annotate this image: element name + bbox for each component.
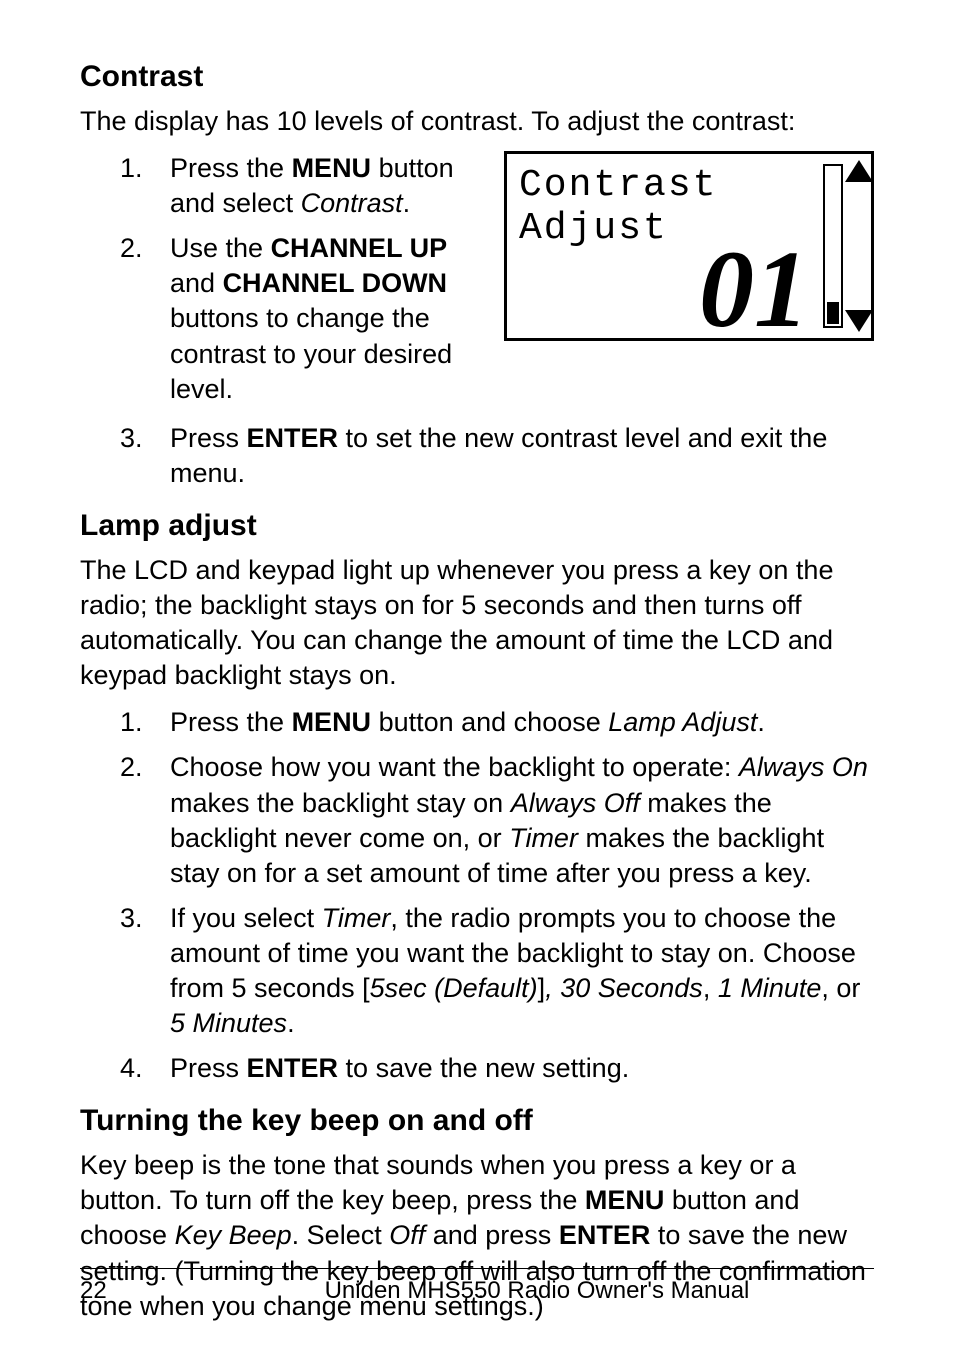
list-number: 4.: [120, 1051, 170, 1086]
keybeep-heading: Turning the key beep on and off: [80, 1104, 874, 1138]
contrast-two-col: 1. Press the MENU button and select Cont…: [80, 151, 874, 425]
lamp-step-1: 1. Press the MENU button and choose Lamp…: [120, 705, 874, 740]
five-sec-option: 5sec (Default): [370, 973, 538, 1003]
channel-down-key: CHANNEL DOWN: [223, 268, 448, 298]
lamp-adjust-item: Lamp Adjust: [608, 707, 757, 737]
contrast-item: Contrast: [301, 188, 403, 218]
list-body: Choose how you want the backlight to ope…: [170, 750, 874, 890]
lamp-heading: Lamp adjust: [80, 509, 874, 543]
lamp-step-2: 2. Choose how you want the backlight to …: [120, 750, 874, 890]
list-number: 2.: [120, 750, 170, 890]
list-body: If you select Timer, the radio prompts y…: [170, 901, 874, 1041]
footer-rule: [80, 1268, 874, 1269]
contrast-intro: The display has 10 levels of contrast. T…: [80, 104, 874, 139]
footer-title: Uniden MHS550 Radio Owner's Manual: [200, 1277, 874, 1305]
list-number: 3.: [120, 421, 170, 491]
lamp-intro: The LCD and keypad light up whenever you…: [80, 553, 874, 693]
lamp-steps: 1. Press the MENU button and choose Lamp…: [120, 705, 874, 1086]
lcd-scroll-thumb: [827, 302, 839, 324]
off-option: Off: [389, 1220, 425, 1250]
one-min-option: 1 Minute: [718, 973, 822, 1003]
lcd-display: Contrast Adjust 01: [504, 151, 874, 341]
contrast-step-2: 2. Use the CHANNEL UP and CHANNEL DOWN b…: [120, 231, 484, 406]
list-body: Use the CHANNEL UP and CHANNEL DOWN butt…: [170, 231, 484, 406]
menu-key: MENU: [585, 1185, 665, 1215]
enter-key: ENTER: [247, 423, 339, 453]
timer-option: Timer: [509, 823, 578, 853]
thirty-sec-option: , 30 Seconds: [545, 973, 703, 1003]
key-beep-item: Key Beep: [175, 1220, 292, 1250]
always-off-option: Always Off: [511, 788, 640, 818]
contrast-heading: Contrast: [80, 60, 874, 94]
lamp-step-4: 4. Press ENTER to save the new setting.: [120, 1051, 874, 1086]
contrast-step-3: 3. Press ENTER to set the new contrast l…: [120, 421, 874, 491]
menu-key: MENU: [292, 707, 372, 737]
enter-key: ENTER: [247, 1053, 339, 1083]
manual-page: Contrast The display has 10 levels of co…: [0, 0, 954, 1345]
list-body: Press ENTER to set the new contrast leve…: [170, 421, 874, 491]
five-min-option: 5 Minutes: [170, 1008, 287, 1038]
list-number: 3.: [120, 901, 170, 1041]
enter-key: ENTER: [559, 1220, 651, 1250]
contrast-steps: 1. Press the MENU button and select Cont…: [120, 151, 484, 407]
always-on-option: Always On: [739, 752, 868, 782]
list-number: 2.: [120, 231, 170, 406]
contrast-steps-cont: 3. Press ENTER to set the new contrast l…: [120, 421, 874, 491]
arrow-down-icon: [845, 310, 873, 332]
lcd-line-1: Contrast: [519, 164, 859, 207]
list-number: 1.: [120, 705, 170, 740]
menu-key: MENU: [292, 153, 372, 183]
timer-option: Timer: [322, 903, 391, 933]
contrast-step-1: 1. Press the MENU button and select Cont…: [120, 151, 484, 221]
arrow-up-icon: [845, 160, 873, 182]
page-number: 22: [80, 1277, 200, 1305]
channel-up-key: CHANNEL UP: [271, 233, 448, 263]
list-body: Press the MENU button and choose Lamp Ad…: [170, 705, 874, 740]
list-body: Press the MENU button and select Contras…: [170, 151, 484, 221]
page-footer: 22 Uniden MHS550 Radio Owner's Manual: [80, 1268, 874, 1305]
lamp-step-3: 3. If you select Timer, the radio prompt…: [120, 901, 874, 1041]
lcd-value: 01: [699, 234, 809, 344]
lcd-scrollbar: [823, 164, 843, 328]
list-body: Press ENTER to save the new setting.: [170, 1051, 874, 1086]
list-number: 1.: [120, 151, 170, 221]
